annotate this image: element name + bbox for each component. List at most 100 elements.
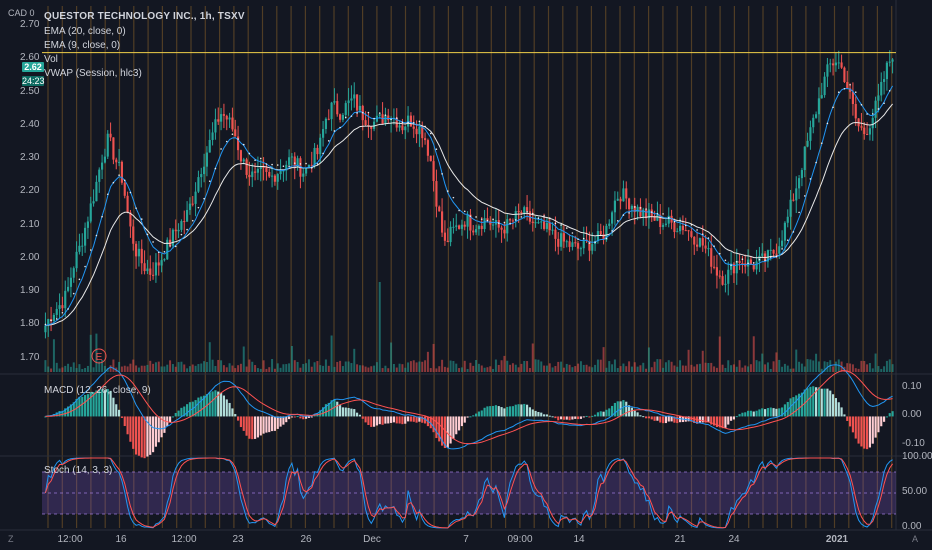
candle-body xyxy=(72,268,75,278)
candle-body xyxy=(766,250,769,262)
stoch-legend[interactable]: Stoch (14, 3, 3) xyxy=(44,465,113,476)
candle-body xyxy=(183,221,186,223)
macd-histogram-bar xyxy=(183,406,186,417)
macd-histogram-bar xyxy=(67,406,70,417)
candle-body xyxy=(330,102,333,120)
macd-histogram-bar xyxy=(764,409,767,417)
volume-bar xyxy=(854,368,857,372)
zoom-toggle-icon[interactable]: Z xyxy=(8,534,14,544)
macd-histogram-bar xyxy=(169,416,172,422)
volume-bar xyxy=(591,367,594,372)
legend-ema20[interactable]: EMA (20, close, 0) xyxy=(44,26,126,37)
volume-bar xyxy=(319,365,322,372)
macd-histogram-bar xyxy=(630,407,633,417)
macd-histogram-bar xyxy=(792,397,795,417)
volume-bar xyxy=(358,365,361,372)
volume-bar xyxy=(373,365,376,372)
macd-legend[interactable]: MACD (12, 26, close, 9) xyxy=(44,385,151,396)
vwap-dot xyxy=(622,214,625,216)
volume-bar xyxy=(472,365,475,372)
volume-bar xyxy=(647,347,650,372)
volume-bar xyxy=(330,335,333,372)
vwap-dot xyxy=(61,311,64,314)
vwap-dot xyxy=(815,161,817,164)
legend-vwap[interactable]: VWAP (Session, hlc3) xyxy=(44,68,142,79)
candle-body xyxy=(336,101,339,115)
volume-bar xyxy=(531,343,534,372)
candle-body xyxy=(285,164,288,171)
volume-bar xyxy=(154,362,157,372)
macd-histogram-bar xyxy=(483,407,486,417)
vwap-dot xyxy=(509,222,511,225)
candle-body xyxy=(735,260,738,274)
volume-bar xyxy=(622,363,625,372)
legend-vol[interactable]: Vol xyxy=(44,54,58,65)
volume-bar xyxy=(795,349,798,372)
candle-body xyxy=(469,214,472,231)
vwap-dot xyxy=(44,323,47,326)
candle-body xyxy=(149,268,152,275)
macd-histogram-bar xyxy=(826,388,829,417)
macd-histogram-bar xyxy=(693,416,696,424)
volume-bar xyxy=(608,361,611,372)
volume-bar xyxy=(407,362,410,372)
volume-bar xyxy=(528,368,531,372)
price-tick-label: 1.90 xyxy=(20,285,40,297)
volume-bar xyxy=(526,361,529,372)
volume-bar xyxy=(749,364,752,372)
volume-bar xyxy=(588,366,591,372)
macd-histogram-bar xyxy=(798,393,801,417)
candle-body xyxy=(798,178,801,189)
volume-bar xyxy=(877,366,880,372)
volume-bar xyxy=(520,363,523,372)
candle-body xyxy=(656,214,659,221)
candle-body xyxy=(806,140,809,147)
vwap-dot xyxy=(129,191,132,194)
candle-body xyxy=(846,82,849,89)
macd-histogram-bar xyxy=(324,404,327,417)
macd-histogram-bar xyxy=(381,416,384,425)
volume-bar xyxy=(89,334,92,372)
candle-body xyxy=(636,206,639,213)
candle-body xyxy=(772,249,775,254)
volume-bar xyxy=(460,367,463,372)
candle-body xyxy=(679,225,682,232)
auto-scale-icon[interactable]: A xyxy=(912,534,919,544)
vwap-dot xyxy=(599,234,602,237)
vwap-dot xyxy=(208,180,211,182)
candle-body xyxy=(803,146,806,171)
macd-histogram-bar xyxy=(676,416,679,424)
vwap-dot xyxy=(78,278,81,281)
vwap-dot xyxy=(696,229,698,231)
vwap-dot xyxy=(679,219,681,222)
candle-body xyxy=(279,170,282,175)
candle-body xyxy=(783,222,786,241)
candle-body xyxy=(463,224,466,227)
macd-histogram-bar xyxy=(514,404,517,417)
symbol-title[interactable]: QUESTOR TECHNOLOGY INC., 1h, TSXV xyxy=(44,11,245,22)
macd-histogram-bar xyxy=(378,416,381,425)
macd-histogram-bar xyxy=(398,416,401,424)
candle-body xyxy=(69,277,72,287)
macd-histogram-bar xyxy=(95,390,98,417)
candle-body xyxy=(619,198,622,202)
volume-bar xyxy=(242,346,245,372)
vwap-dot xyxy=(503,221,506,224)
volume-bar xyxy=(324,359,327,372)
macd-histogram-bar xyxy=(642,416,645,418)
macd-histogram-bar xyxy=(755,410,758,417)
candle-body xyxy=(568,241,571,247)
macd-histogram-bar xyxy=(840,407,843,417)
macd-histogram-bar xyxy=(146,416,149,457)
volume-bar xyxy=(817,361,820,372)
macd-histogram-bar xyxy=(891,411,894,417)
vwap-dot xyxy=(730,264,732,266)
volume-bar xyxy=(120,366,123,372)
candle-body xyxy=(446,240,449,243)
candle-body xyxy=(120,161,123,183)
candle-body xyxy=(531,221,534,224)
vwap-dot xyxy=(72,292,75,295)
legend-ema9[interactable]: EMA (9, close, 0) xyxy=(44,40,121,51)
